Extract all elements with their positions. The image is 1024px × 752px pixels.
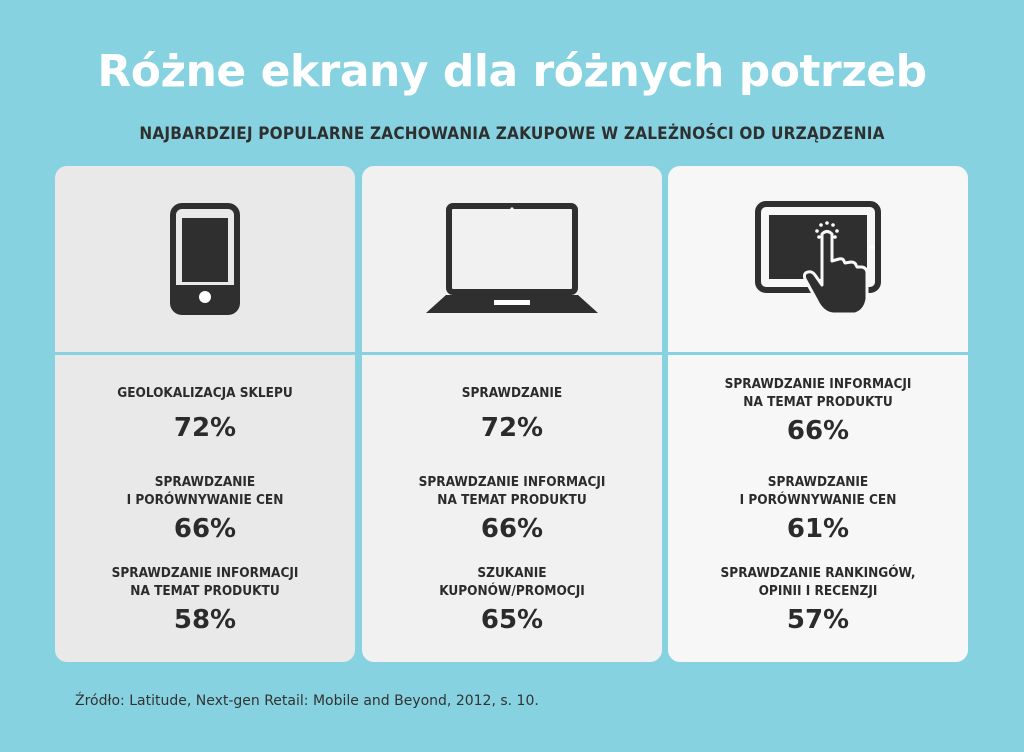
stat-item: SPRAWDZANIE RANKINGÓW, OPINII I RECENZJI… (668, 564, 968, 636)
device-card-smartphone: GEOLOKALIZACJA SKLEPU 72% SPRAWDZANIE I … (55, 166, 355, 662)
device-card-header (55, 166, 355, 352)
page-subtitle: NAJBARDZIEJ POPULARNE ZACHOWANIA ZAKUPOW… (139, 124, 885, 144)
smartphone-icon (170, 203, 240, 315)
stat-label: SPRAWDZANIE INFORMACJI NA TEMAT PRODUKTU (111, 565, 299, 599)
stat-label: SZUKANIE KUPONÓW/PROMOCJI (439, 565, 585, 599)
stat-value: 66% (173, 514, 237, 544)
stat-label: SPRAWDZANIE (461, 385, 563, 401)
stat-item: SPRAWDZANIE INFORMACJI NA TEMAT PRODUKTU… (668, 375, 968, 447)
device-card-stats: GEOLOKALIZACJA SKLEPU 72% SPRAWDZANIE I … (55, 355, 355, 662)
stat-value: 66% (786, 416, 850, 446)
stat-item: SPRAWDZANIE INFORMACJI NA TEMAT PRODUKTU… (362, 473, 662, 545)
device-card-stats: SPRAWDZANIE 72% SPRAWDZANIE INFORMACJI N… (362, 355, 662, 662)
stat-value: 58% (173, 605, 237, 635)
tablet-touch-icon (755, 201, 881, 316)
page-title: Różne ekrany dla różnych potrzeb (97, 46, 927, 97)
stat-item: SPRAWDZANIE I PORÓWNYWANIE CEN 61% (668, 473, 968, 545)
stat-label: SPRAWDZANIE RANKINGÓW, OPINII I RECENZJI (720, 565, 916, 599)
stat-label: SPRAWDZANIE INFORMACJI NA TEMAT PRODUKTU (418, 474, 606, 508)
device-card-stats: SPRAWDZANIE INFORMACJI NA TEMAT PRODUKTU… (668, 355, 968, 662)
stat-value: 61% (786, 514, 850, 544)
stat-value: 57% (786, 605, 850, 635)
stat-label: SPRAWDZANIE INFORMACJI NA TEMAT PRODUKTU (724, 376, 912, 410)
stat-value: 66% (480, 514, 544, 544)
stat-item: SPRAWDZANIE INFORMACJI NA TEMAT PRODUKTU… (55, 564, 355, 636)
stat-label: GEOLOKALIZACJA SKLEPU (117, 385, 293, 401)
stat-item: SPRAWDZANIE I PORÓWNYWANIE CEN 66% (55, 473, 355, 545)
stat-value: 72% (480, 413, 544, 443)
stat-label: SPRAWDZANIE I PORÓWNYWANIE CEN (739, 474, 897, 508)
stat-item: GEOLOKALIZACJA SKLEPU 72% (55, 384, 355, 444)
stat-label: SPRAWDZANIE I PORÓWNYWANIE CEN (126, 474, 284, 508)
laptop-icon (426, 203, 598, 313)
stat-value: 72% (173, 413, 237, 443)
device-card-laptop: SPRAWDZANIE 72% SPRAWDZANIE INFORMACJI N… (362, 166, 662, 662)
stat-item: SPRAWDZANIE 72% (362, 384, 662, 444)
stat-item: SZUKANIE KUPONÓW/PROMOCJI 65% (362, 564, 662, 636)
device-card-header (668, 166, 968, 352)
device-card-header (362, 166, 662, 352)
device-card-tablet: SPRAWDZANIE INFORMACJI NA TEMAT PRODUKTU… (668, 166, 968, 662)
stat-value: 65% (480, 605, 544, 635)
source-note: Źródło: Latitude, Next-gen Retail: Mobil… (75, 693, 539, 709)
